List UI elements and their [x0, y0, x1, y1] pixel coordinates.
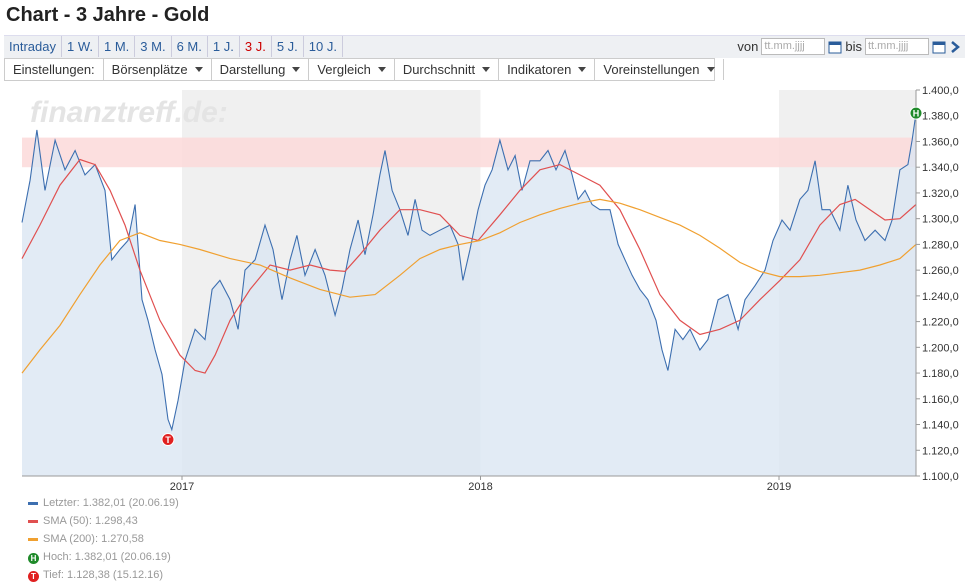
resistance-band: [22, 137, 916, 168]
legend-entry: Letzter: 1.382,01 (20.06.19): [28, 494, 179, 512]
dropdown-menu[interactable]: Vergleich: [309, 59, 395, 80]
to-label: bis: [845, 39, 862, 54]
date-range: von tt.mm.jjjj bis tt.mm.jjjj: [737, 38, 961, 55]
from-label: von: [737, 39, 759, 54]
y-tick-label: 1.380,0: [922, 111, 959, 123]
period-button[interactable]: 1 M.: [99, 36, 136, 57]
period-button[interactable]: 1 J.: [208, 36, 240, 57]
dropdown-menu[interactable]: Durchschnitt: [395, 59, 500, 80]
legend-swatch: [28, 519, 38, 523]
calendar-icon[interactable]: [932, 40, 946, 54]
y-tick-label: 1.300,0: [922, 214, 959, 226]
y-tick-label: 1.100,0: [922, 471, 959, 483]
line: [21, 158, 917, 374]
y-tick-label: 1.320,0: [922, 188, 959, 200]
period-button[interactable]: 3 J.: [240, 36, 272, 57]
marker-letter: T: [165, 435, 171, 445]
y-tick-label: 1.280,0: [922, 239, 959, 251]
legend-entry: SMA (50): 1.298,43: [28, 512, 179, 530]
marker-letter: H: [913, 109, 920, 119]
legend-icon: T: [28, 571, 39, 582]
dropdown-menu[interactable]: Indikatoren: [499, 59, 596, 80]
x-tick-label: 2017: [170, 481, 194, 492]
dropdown-menu[interactable]: Börsenplätze: [104, 59, 212, 80]
y-tick-label: 1.160,0: [922, 394, 959, 406]
period-button[interactable]: 10 J.: [304, 36, 343, 57]
from-input[interactable]: tt.mm.jjjj: [761, 38, 826, 55]
y-tick-label: 1.140,0: [922, 420, 959, 432]
next-arrow[interactable]: [949, 40, 961, 54]
line: [21, 113, 917, 432]
y-tick-label: 1.240,0: [922, 291, 959, 303]
y-tick-label: 1.120,0: [922, 445, 959, 457]
period-button[interactable]: Intraday: [4, 36, 62, 57]
y-tick-label: 1.400,0: [922, 85, 959, 97]
period-button[interactable]: 5 J.: [272, 36, 304, 57]
legend-text: Hoch: 1.382,01 (20.06.19): [43, 551, 171, 563]
calendar-icon[interactable]: [828, 40, 842, 54]
dropdown-menu[interactable]: Voreinstellungen: [595, 59, 724, 80]
extreme-marker: [909, 106, 923, 120]
watermark: finanztreff.de:: [30, 96, 228, 129]
period-button[interactable]: 3 M.: [135, 36, 172, 57]
y-tick-label: 1.340,0: [922, 162, 959, 174]
legend-text: Letzter: 1.382,01 (20.06.19): [43, 497, 179, 509]
x-tick-label: 2018: [468, 481, 492, 492]
legend-swatch: [28, 501, 38, 505]
period-bar: Intraday 1 W. 1 M. 3 M. 6 M. 1 J. 3 J. 5 J. 10 J…: [4, 35, 965, 58]
extreme-marker: [161, 432, 175, 446]
line: [21, 198, 917, 374]
settings-label: Einstellungen:: [5, 59, 104, 80]
chart: finanztreff.de: 1.100,0 1.120,0 1.140,0 1.16…: [21, 85, 959, 492]
legend: Letzter: 1.382,01 (20.06.19) SMA (50): 1.…: [28, 494, 179, 584]
legend-text: SMA (200): 1.270,58: [43, 533, 144, 545]
period-button[interactable]: 6 M.: [172, 36, 208, 57]
legend-entry: SMA (200): 1.270,58: [28, 530, 179, 548]
dropdown-menu[interactable]: Darstellung: [212, 59, 310, 80]
legend-entry: H Hoch: 1.382,01 (20.06.19): [28, 548, 179, 566]
legend-text: Tief: 1.128,38 (15.12.16): [43, 569, 164, 581]
x-tick-label: 2019: [767, 481, 791, 492]
y-tick-label: 1.260,0: [922, 265, 959, 277]
to-input[interactable]: tt.mm.jjjj: [865, 38, 929, 55]
legend-swatch: [28, 537, 38, 541]
y-tick-label: 1.200,0: [922, 342, 959, 354]
y-tick-label: 1.180,0: [922, 368, 959, 380]
area: [22, 113, 916, 476]
y-tick-label: 1.360,0: [922, 136, 959, 148]
legend-icon: H: [28, 553, 39, 564]
legend-text: SMA (50): 1.298,43: [43, 515, 138, 527]
settings-bar: Einstellungen: Börsenplätze Darstellung Ver…: [4, 58, 724, 81]
y-tick-label: 1.220,0: [922, 317, 959, 329]
page-title: Chart - 3 Jahre - Gold: [6, 4, 210, 26]
period-button[interactable]: 1 W.: [62, 36, 99, 57]
legend-entry: T Tief: 1.128,38 (15.12.16): [28, 566, 179, 584]
